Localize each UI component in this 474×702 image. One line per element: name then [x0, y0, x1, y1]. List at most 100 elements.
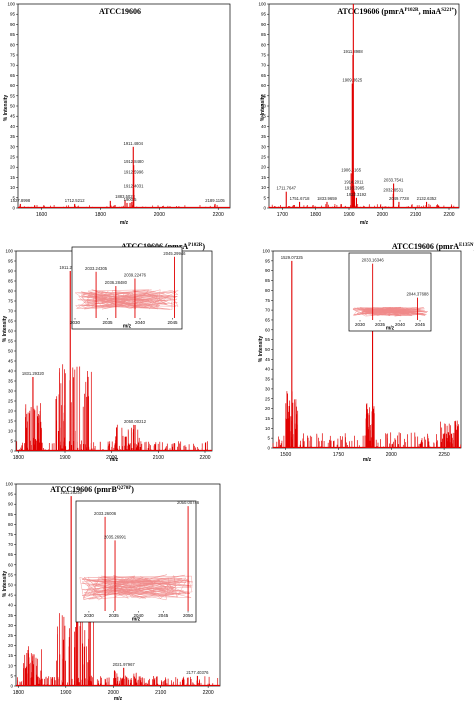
y-tick-label: 70 — [265, 308, 271, 313]
y-tick-label: 100 — [7, 2, 15, 7]
y-tick-label: 10 — [8, 429, 14, 434]
peak-label: 1833.9659 — [317, 196, 337, 201]
y-axis-label: % Intensity — [3, 95, 9, 122]
inset-peak-label: 2033.26006 — [94, 511, 117, 516]
y-tick-label: 10 — [8, 663, 14, 668]
y-tick-label: 25 — [8, 633, 14, 638]
y-tick-label: 65 — [8, 319, 14, 324]
y-tick-label: 70 — [261, 63, 267, 68]
peak-label: 2049.7728 — [389, 196, 409, 201]
panel-title: ATCC19606 (pmrAP102R) — [121, 242, 205, 251]
inset-x-tick-label: 2030 — [355, 322, 366, 327]
inset-x-tick-label: 2030 — [84, 613, 95, 618]
x-tick-label: 1800 — [13, 455, 24, 461]
y-tick-label: 85 — [8, 512, 14, 517]
y-tick-label: 40 — [8, 603, 14, 608]
y-tick-label: 80 — [8, 289, 14, 294]
y-tick-label: 50 — [261, 104, 267, 109]
x-axis-label: m/z — [360, 220, 369, 226]
y-tick-label: 90 — [8, 269, 14, 274]
inset-x-tick-label: 2050 — [183, 613, 194, 618]
y-tick-label: 30 — [261, 144, 267, 149]
peak-label: 1922.3192 — [347, 192, 367, 197]
y-tick-label: 5 — [12, 195, 15, 200]
peak-label: 1529.07325 — [281, 255, 304, 260]
y-tick-label: 65 — [8, 552, 14, 557]
x-tick-label: 1500 — [280, 452, 291, 458]
y-tick-label: 50 — [10, 104, 16, 109]
y-tick-label: 30 — [8, 623, 14, 628]
x-tick-label: 2200 — [199, 455, 210, 461]
peak-label: 1711.7647 — [277, 186, 297, 191]
y-tick-label: 30 — [8, 389, 14, 394]
y-tick-label: 15 — [265, 416, 271, 421]
y-tick-label: 100 — [5, 249, 13, 254]
inset-peak-label: 2045.29946 — [163, 251, 186, 256]
inset-x-tick-label: 2040 — [395, 322, 406, 327]
spectrum-panel-atcc19606: ATCC19606 0 5 10 15 20 25 30 35 40 45 50 55 60 65 70 75… — [3, 2, 231, 226]
peak-label: 1883.5028 — [115, 194, 135, 199]
plot-area: 0 5 10 15 20 25 30 35 40 45 50 55 60 65 70 75 80 85 90 95 10… — [258, 2, 460, 218]
y-tick-label: 35 — [8, 613, 14, 618]
y-tick-label: 65 — [261, 73, 267, 78]
y-tick-label: 0 — [263, 206, 266, 211]
x-tick-label: 1800 — [310, 212, 321, 218]
y-tick-label: 30 — [10, 144, 16, 149]
y-tick-label: 100 — [258, 2, 266, 7]
y-tick-label: 45 — [8, 593, 14, 598]
y-tick-label: 40 — [265, 367, 271, 372]
plot-area: 0 5 10 15 20 25 30 35 40 45 50 55 60 65 70 75 80 85 90 95 10… — [262, 249, 462, 458]
inset-noise — [352, 306, 428, 317]
peak-label: 2132.6352 — [417, 196, 437, 201]
plot-area: 0 5 10 15 20 25 30 35 40 45 50 55 60 65 70 75 80 85 90 95 10… — [7, 2, 231, 218]
spectrum-panel-pmrb-q270p: ATCC19606 (pmrBQ270P) 0 5 10 15 20 25 30 35 40 45… — [2, 482, 221, 702]
y-tick-label: 95 — [8, 259, 14, 264]
x-tick-label: 2100 — [153, 455, 164, 461]
x-tick-label: 1800 — [13, 690, 24, 696]
inset-x-tick-label: 2045 — [158, 613, 169, 618]
y-tick-label: 85 — [10, 32, 16, 37]
x-tick-label: 2200 — [203, 690, 214, 696]
y-tick-label: 60 — [8, 329, 14, 334]
plot-area: 0 5 10 15 20 25 30 35 40 45 50 55 60 65 70 75 80 85 90 95 10… — [5, 246, 213, 461]
y-tick-label: 60 — [8, 562, 14, 567]
peak-label: 2177.40376 — [186, 670, 209, 675]
y-tick-label: 0 — [10, 449, 13, 454]
spectrum-panel-pmra-p102r-miaa-s221: ATCC19606 (pmrAP102R, miaAS221*) 0 5 10 15 2… — [258, 2, 460, 226]
peak-label: 1831.29320 — [22, 371, 45, 376]
inset-x-tick-label: 2045 — [415, 322, 426, 327]
y-tick-label: 55 — [265, 337, 271, 342]
inset-x-axis-label: m/z — [123, 324, 132, 330]
y-tick-label: 25 — [10, 155, 16, 160]
y-tick-label: 70 — [8, 309, 14, 314]
y-tick-label: 70 — [10, 63, 16, 68]
y-tick-label: 55 — [261, 93, 267, 98]
y-tick-label: 35 — [261, 134, 267, 139]
inset-x-tick-label: 2040 — [135, 320, 146, 325]
peak-label: 1916.3985 — [345, 186, 365, 191]
y-tick-label: 15 — [8, 653, 14, 658]
y-tick-label: 40 — [8, 369, 14, 374]
panel-title: ATCC19606 (pmrAP102R, miaAS221*) — [337, 7, 457, 16]
peak-label: 1911.25721 — [59, 265, 81, 270]
inset-peak-label: 2033.16346 — [362, 258, 385, 263]
y-tick-label: 60 — [261, 83, 267, 88]
inset-x-axis-label: m/z — [132, 617, 141, 623]
y-tick-label: 95 — [8, 492, 14, 497]
y-tick-label: 0 — [10, 684, 13, 689]
y-tick-label: 10 — [265, 426, 271, 431]
y-tick-label: 40 — [10, 124, 16, 129]
peak-label: 1527.8998 — [10, 198, 30, 203]
x-tick-label: 2000 — [108, 690, 119, 696]
x-tick-label: 1900 — [60, 690, 71, 696]
x-axis-label: m/z — [110, 457, 119, 463]
y-tick-label: 35 — [10, 134, 16, 139]
peak-label: 1911.4804 — [124, 141, 144, 146]
y-tick-label: 85 — [8, 279, 14, 284]
y-tick-label: 50 — [8, 583, 14, 588]
y-tick-label: 10 — [10, 185, 16, 190]
y-tick-label: 85 — [265, 278, 271, 283]
y-tick-label: 45 — [265, 357, 271, 362]
y-axis-label: % Intensity — [2, 316, 8, 343]
x-tick-label: 2100 — [155, 690, 166, 696]
